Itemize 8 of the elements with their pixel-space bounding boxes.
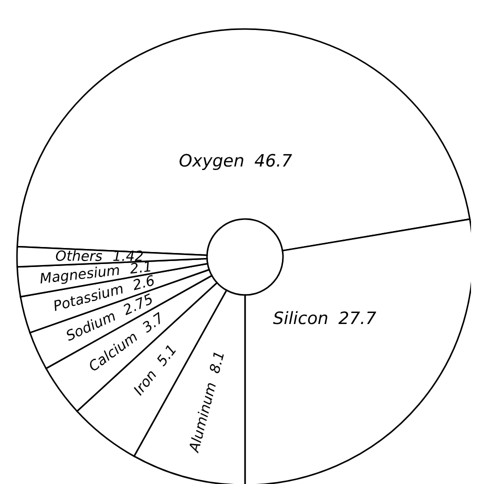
data-label: 2.6 [131, 272, 157, 294]
data-label: 8.1 [207, 350, 228, 376]
slice-label: Others [55, 248, 102, 265]
slice-label: Oxygen [178, 151, 244, 172]
data-label: 5.1 [154, 342, 180, 370]
slice-label: Silicon [272, 308, 328, 329]
data-label: 27.7 [338, 308, 376, 329]
data-label: 46.7 [254, 151, 292, 172]
